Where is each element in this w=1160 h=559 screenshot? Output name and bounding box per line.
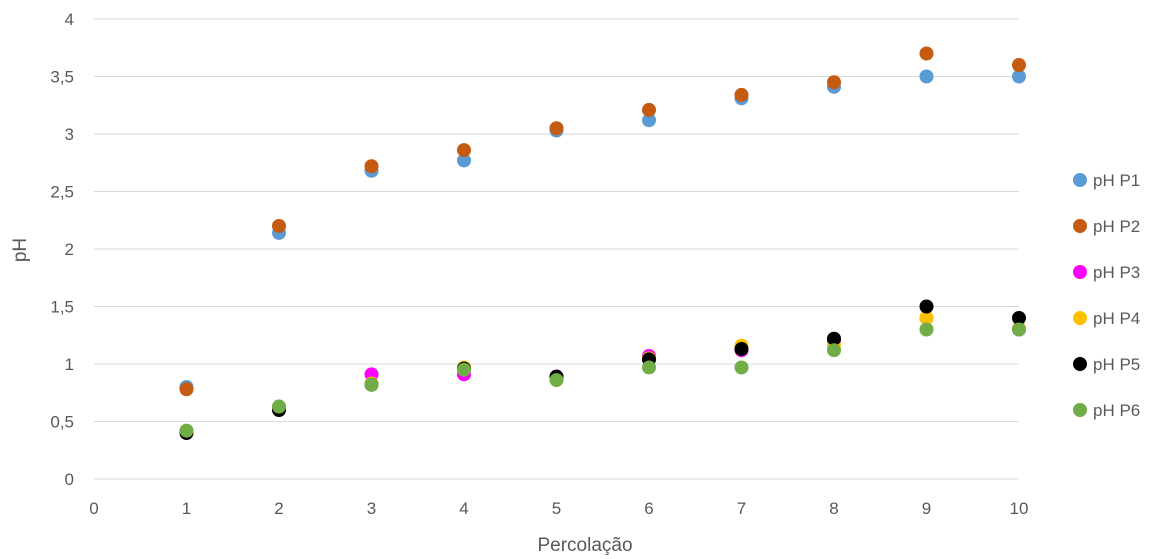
data-point [549,373,564,388]
data-point [642,113,656,128]
legend-marker [1073,265,1087,279]
legend-label: pH P1 [1093,171,1140,190]
series-4 [179,311,1026,438]
data-point [919,322,934,337]
data-point [1012,322,1026,337]
legend-item: pH P4 [1073,309,1140,328]
data-point [734,87,749,102]
legend-item: pH P2 [1073,217,1140,236]
y-axis-tick-labels: 0 0,5 1 1,5 2 2,5 3 3,5 4 [50,10,74,489]
data-point [919,46,934,61]
data-point [919,69,934,84]
legend-item: pH P5 [1073,355,1140,374]
data-point [179,382,194,397]
data-point [642,360,656,375]
data-point [272,219,286,233]
x-tick-label: 4 [459,499,468,518]
data-point [827,75,841,90]
data-point [457,362,471,377]
x-tick-label: 0 [89,499,98,518]
y-tick-label: 1 [65,355,74,374]
y-tick-label: 2,5 [50,183,74,202]
y-tick-label: 0,5 [50,413,74,432]
x-tick-label: 10 [1010,499,1029,518]
data-point [179,423,194,438]
legend-marker [1073,403,1087,417]
legend-marker [1073,311,1087,325]
series-1 [179,69,1026,394]
series-5 [179,299,1026,440]
data-points [179,46,1026,440]
data-point [1012,58,1026,72]
x-tick-label: 2 [274,499,283,518]
x-tick-label: 3 [367,499,376,518]
legend-item: pH P1 [1073,171,1140,190]
y-tick-label: 0 [65,470,74,489]
legend-label: pH P5 [1093,355,1140,374]
data-point [1012,311,1026,325]
series-3 [179,311,1026,439]
data-point [1012,69,1026,84]
legend-marker [1073,357,1087,371]
data-point [734,342,749,357]
y-tick-label: 2 [65,240,74,259]
legend-marker [1073,173,1087,187]
legend-item: pH P6 [1073,401,1140,420]
x-tick-label: 8 [829,499,838,518]
data-point [827,343,841,358]
legend: pH P1 pH P2 pH P3 pH P4 pH P5 pH P6 [1073,171,1140,420]
legend-label: pH P2 [1093,217,1140,236]
legend-label: pH P4 [1093,309,1140,328]
data-point [457,153,471,168]
x-tick-label: 7 [737,499,746,518]
x-tick-label: 9 [922,499,931,518]
data-point [457,143,471,158]
x-tick-label: 6 [644,499,653,518]
legend-label: pH P3 [1093,263,1140,282]
data-point [827,331,841,346]
y-tick-label: 4 [65,10,74,29]
data-point [919,299,934,314]
data-point [364,159,379,174]
x-tick-label: 1 [182,499,191,518]
y-tick-label: 3,5 [50,68,74,87]
series-6 [179,322,1026,438]
data-point [734,360,749,375]
data-point [272,399,286,414]
data-point [549,121,564,136]
series-2 [179,46,1026,397]
data-point [642,102,656,117]
data-point [364,377,379,392]
y-axis-title: pH [10,238,31,262]
data-point [919,311,934,325]
y-tick-label: 1,5 [50,298,74,317]
legend-label: pH P6 [1093,401,1140,420]
legend-marker [1073,219,1087,233]
x-axis-title: Percolação [537,535,632,556]
gridlines [94,18,1019,480]
x-axis-tick-labels: 0 1 2 3 4 5 6 7 8 9 10 [89,499,1028,518]
y-tick-label: 3 [65,125,74,144]
x-tick-label: 5 [552,499,561,518]
legend-item: pH P3 [1073,263,1140,282]
